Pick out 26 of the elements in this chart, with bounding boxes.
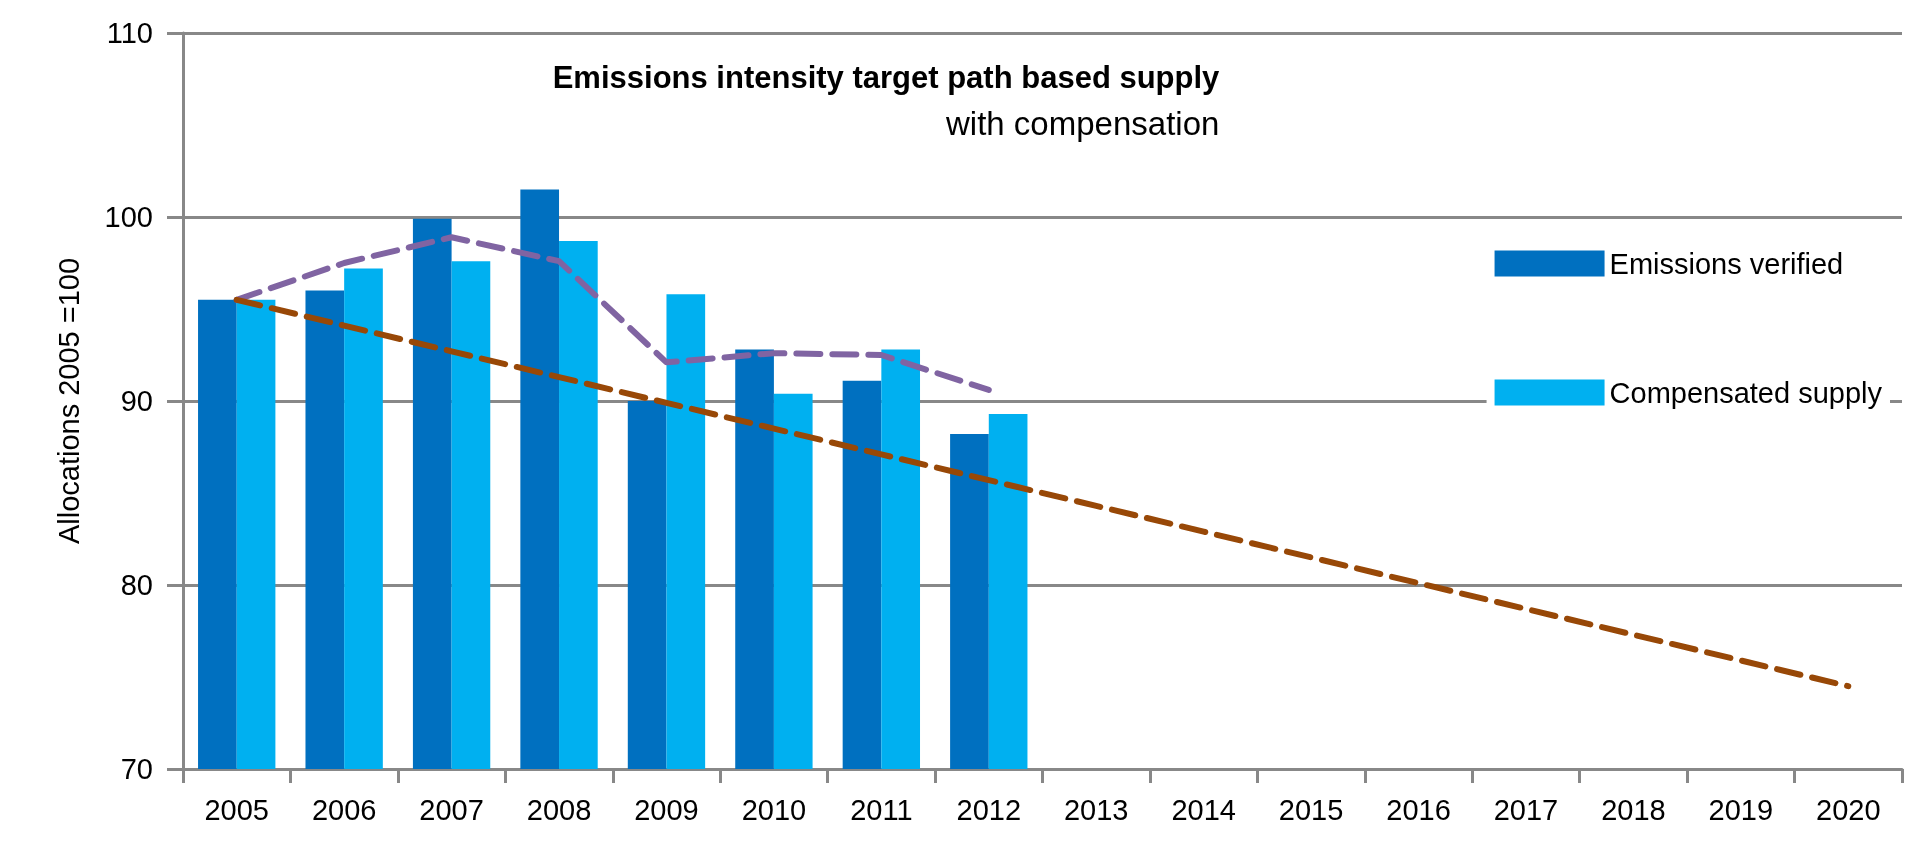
x-tick-label: 2014 (1171, 793, 1236, 826)
x-tick-label: 2019 (1708, 793, 1774, 826)
text: with compensation (945, 105, 1220, 142)
x-tick-label: 2015 (1278, 793, 1344, 826)
y-tick-label: 100 (104, 201, 153, 233)
y-tick-label: 110 (106, 17, 153, 49)
x-tick-label: 2007 (419, 793, 484, 826)
legend-label: Compensated supply (1609, 376, 1883, 409)
y-tick-label: 90 (120, 385, 153, 417)
text: Emissions intensity target path based supply (552, 60, 1221, 95)
x-tick-label: 2009 (634, 793, 699, 826)
x-tick-label: 2006 (311, 793, 377, 826)
x-tick-label: 2010 (741, 793, 807, 826)
x-tick-label: 2008 (526, 793, 592, 826)
x-tick-label: 2011 (850, 793, 913, 826)
x-tick-label: 2005 (204, 793, 269, 826)
y-tick-label: 80 (120, 569, 153, 601)
x-tick-label: 2018 (1601, 793, 1666, 826)
y-axis-title: Allocations 2005 =100 (52, 257, 85, 545)
y-tick-label: 70 (120, 753, 153, 785)
x-tick-label: 2013 (1063, 793, 1129, 826)
x-tick-label: 2012 (956, 793, 1022, 826)
x-tick-label: 2020 (1816, 793, 1881, 826)
x-tick-label: 2016 (1386, 793, 1451, 826)
legend-label: Emissions verified (1609, 247, 1844, 280)
x-tick-label: 2017 (1493, 793, 1559, 826)
